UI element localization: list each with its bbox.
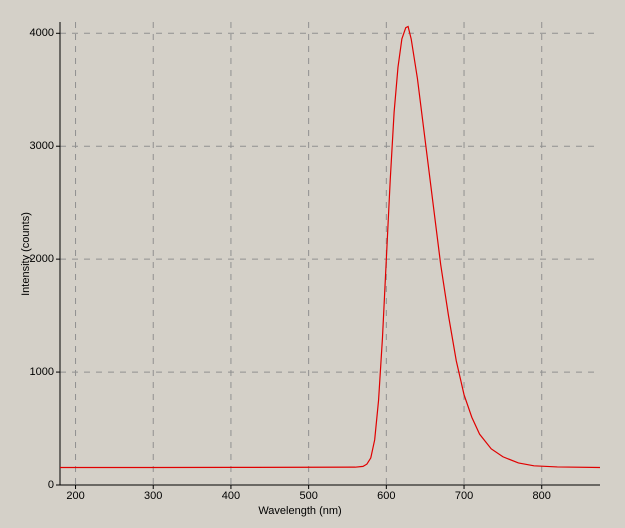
y-tick-label: 0 xyxy=(48,479,54,491)
y-tick-label: 4000 xyxy=(30,27,54,39)
x-tick-label: 400 xyxy=(222,490,240,502)
x-axis-label: Wavelength (nm) xyxy=(258,505,341,517)
x-tick-label: 700 xyxy=(455,490,473,502)
spectrum-line xyxy=(60,25,601,469)
y-tick-label: 3000 xyxy=(30,140,54,152)
y-tick-label: 1000 xyxy=(30,366,54,378)
x-tick-label: 300 xyxy=(144,490,162,502)
x-tick-label: 500 xyxy=(299,490,317,502)
x-tick-label: 800 xyxy=(533,490,551,502)
y-axis-label: Intensity (counts) xyxy=(20,212,32,296)
x-tick-label: 200 xyxy=(66,490,84,502)
y-tick-label: 2000 xyxy=(30,253,54,265)
x-tick-label: 600 xyxy=(377,490,395,502)
